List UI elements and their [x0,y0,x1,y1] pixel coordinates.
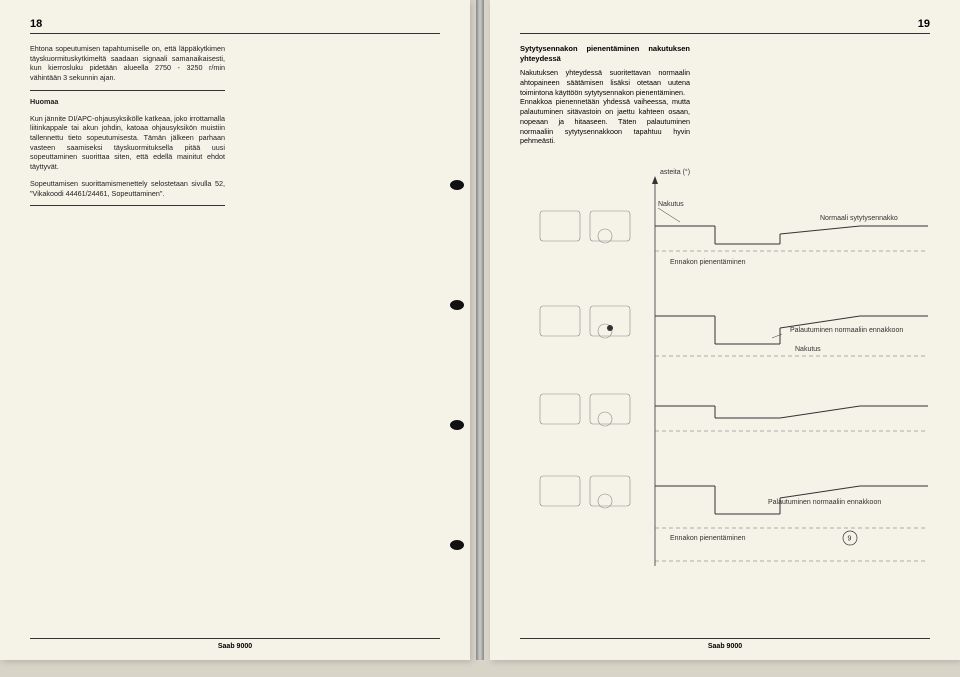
footer-left: Saab 9000 [30,638,440,650]
svg-text:Normaali sytytysennakko: Normaali sytytysennakko [820,215,898,222]
paragraph-huomaa: Kun jännite DI/APC-ohjausyksikölle katke… [30,114,225,172]
divider [30,205,225,206]
engine-sketch-row-2 [540,306,630,338]
paragraph-ref: Sopeuttamisen suorittamismenettely selos… [30,179,225,198]
page-right: 19 Sytytysennakon pienentäminen nakutuks… [490,0,960,660]
engine-sketch-row-4 [540,476,630,508]
svg-text:Ennakon pienentäminen: Ennakon pienentäminen [670,535,746,542]
page-number-right: 19 [520,18,930,34]
page-left: 18 Ehtona sopeutumisen tapahtumiselle on… [0,0,470,660]
heading-sytytys: Sytytysennakon pienentäminen nakutuksen … [520,44,690,64]
binder-hole-icon [450,420,464,430]
paragraph-intro: Ehtona sopeutumisen tapahtumiselle on, e… [30,44,225,83]
svg-text:asteita (°): asteita (°) [660,168,690,176]
svg-text:Ennakon pienentäminen: Ennakon pienentäminen [670,259,746,266]
svg-text:Palautuminen normaaliin ennakk: Palautuminen normaaliin ennakkoon [768,499,881,506]
binder-hole-icon [450,300,464,310]
left-column-2 [243,44,438,212]
left-column-1: Ehtona sopeutumisen tapahtumiselle on, e… [30,44,225,212]
footer-right: Saab 9000 [520,638,930,650]
svg-text:9: 9 [848,536,852,543]
paragraph-r2: Ennakkoa pienennetään yhdessä vaiheessa,… [520,97,690,146]
heading-huomaa: Huomaa [30,97,225,107]
svg-text:Nakutus: Nakutus [658,201,684,208]
page-number-left: 18 [30,18,440,34]
binder-hole-icon [450,540,464,550]
engine-sketch-row-3 [540,394,630,426]
right-text-column: Sytytysennakon pienentäminen nakutuksen … [520,44,690,146]
divider [30,90,225,91]
binder-hole-icon [450,180,464,190]
book-spine [476,0,484,660]
paragraph-r1: Nakutuksen yhteydessä suoritettavan norm… [520,68,690,97]
engine-sketch-row-1 [540,211,630,243]
timing-diagram: asteita (°) Nakutus Normaali sytytysenna… [520,156,930,576]
svg-text:Nakutus: Nakutus [795,346,821,353]
svg-text:Palautuminen normaaliin ennakk: Palautuminen normaaliin ennakkoon [790,327,903,334]
